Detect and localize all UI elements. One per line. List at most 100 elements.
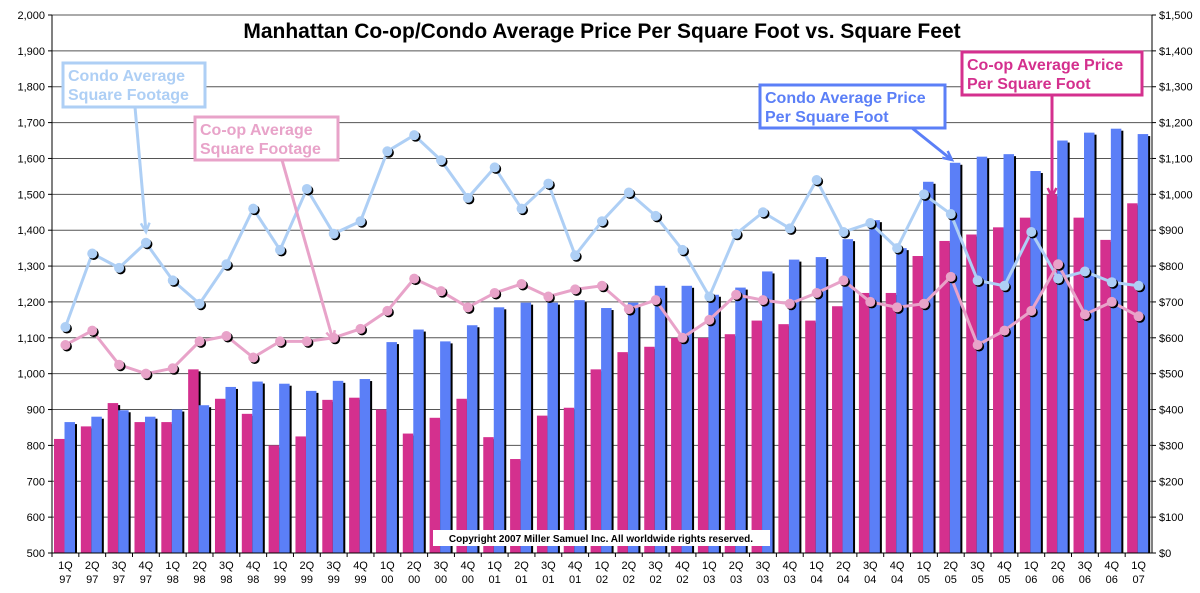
bar — [697, 337, 709, 553]
x-tick-label: 03 — [730, 574, 742, 586]
annotation-text: Co-op Average — [200, 122, 313, 139]
data-point — [221, 259, 232, 270]
x-tick-label: 1Q — [1024, 560, 1039, 572]
chart-title: Manhattan Co-op/Condo Average Price Per … — [243, 20, 960, 43]
left-tick-label: 600 — [27, 512, 45, 524]
x-tick-label: 4Q — [461, 560, 476, 572]
bar — [1003, 154, 1015, 554]
bar — [708, 294, 719, 553]
bar — [198, 405, 210, 553]
x-tick-label: 07 — [1132, 574, 1144, 586]
right-tick-label: $600 — [1159, 333, 1183, 345]
right-tick-label: $1,100 — [1159, 153, 1193, 165]
data-point — [1079, 309, 1090, 320]
data-point — [1053, 259, 1064, 270]
annotation-box — [193, 115, 340, 162]
annotation-text: Square Footage — [68, 87, 189, 104]
x-tick-label: 01 — [489, 574, 501, 586]
data-point — [972, 275, 983, 286]
data-point — [757, 295, 768, 306]
right-tick-label: $1,400 — [1159, 46, 1193, 58]
left-tick-label: 1,100 — [17, 333, 45, 345]
data-point — [114, 262, 125, 273]
x-tick-label: 05 — [971, 574, 983, 586]
bar — [966, 234, 977, 553]
right-tick-label: $800 — [1159, 261, 1183, 273]
data-point — [1079, 266, 1090, 277]
x-tick-label: 1Q — [58, 560, 73, 572]
data-point — [731, 289, 742, 300]
x-tick-label: 2Q — [836, 560, 851, 572]
bar — [858, 292, 870, 553]
data-point — [248, 352, 259, 363]
x-tick-label: 3Q — [112, 560, 127, 572]
bar — [1057, 140, 1068, 554]
bar — [214, 398, 226, 553]
x-tick-label: 97 — [86, 574, 98, 586]
bar — [305, 390, 317, 553]
bar — [413, 329, 424, 553]
x-tick-label: 4Q — [568, 560, 583, 572]
left-tick-label: 1,000 — [17, 369, 45, 381]
x-tick-label: 00 — [408, 574, 420, 586]
data-point — [248, 203, 259, 214]
bar — [832, 306, 843, 553]
x-tick-label: 97 — [113, 574, 125, 586]
bar — [842, 239, 854, 553]
copyright-text: Copyright 2007 Miller Samuel Inc. All wo… — [449, 534, 753, 545]
bar — [118, 410, 129, 553]
data-point — [301, 183, 312, 194]
arrowhead — [139, 222, 151, 235]
bar — [617, 352, 628, 553]
annotation-text: Condo Average Price — [765, 90, 926, 107]
bar — [429, 417, 441, 553]
data-point — [650, 295, 661, 306]
left-tick-label: 1,600 — [17, 153, 45, 165]
annotation-text: Square Footage — [200, 141, 321, 158]
data-point — [918, 298, 929, 309]
bar — [923, 181, 934, 553]
bar — [510, 459, 521, 553]
bar — [949, 162, 961, 553]
x-tick-label: 4Q — [997, 560, 1012, 572]
bar — [885, 292, 897, 553]
data-point — [731, 228, 742, 239]
x-tick-label: 3Q — [434, 560, 449, 572]
bar — [644, 346, 655, 553]
data-point — [462, 302, 473, 313]
x-tick-label: 3Q — [970, 560, 985, 572]
x-tick-label: 03 — [703, 574, 715, 586]
x-tick-label: 2Q — [407, 560, 422, 572]
bar — [134, 422, 145, 553]
x-tick-label: 02 — [650, 574, 662, 586]
annotation-text: Per Square Foot — [765, 109, 889, 126]
data-point — [811, 174, 822, 185]
data-point — [409, 273, 420, 284]
data-point — [328, 228, 339, 239]
x-tick-label: 3Q — [863, 560, 878, 572]
bar — [751, 320, 763, 553]
x-tick-label: 98 — [167, 574, 179, 586]
right-tick-label: $400 — [1159, 405, 1183, 417]
data-point — [892, 302, 903, 313]
bar — [64, 422, 75, 553]
left-tick-label: 1,200 — [17, 297, 45, 309]
bar — [671, 337, 682, 553]
x-tick-label: 04 — [891, 574, 903, 586]
x-tick-label: 1Q — [165, 560, 180, 572]
bar — [483, 437, 494, 553]
right-tick-label: $900 — [1159, 225, 1183, 237]
x-tick-label: 99 — [301, 574, 313, 586]
x-tick-label: 00 — [381, 574, 393, 586]
data-point — [623, 304, 634, 315]
x-tick-label: 3Q — [756, 560, 771, 572]
bar — [1110, 128, 1122, 553]
data-point — [597, 280, 607, 291]
x-tick-label: 99 — [354, 574, 366, 586]
left-tick-label: 1,300 — [17, 261, 45, 273]
x-tick-label: 04 — [837, 574, 849, 586]
bar — [563, 407, 575, 553]
bar — [1019, 217, 1031, 553]
bar — [456, 398, 467, 553]
bar — [1100, 239, 1111, 553]
